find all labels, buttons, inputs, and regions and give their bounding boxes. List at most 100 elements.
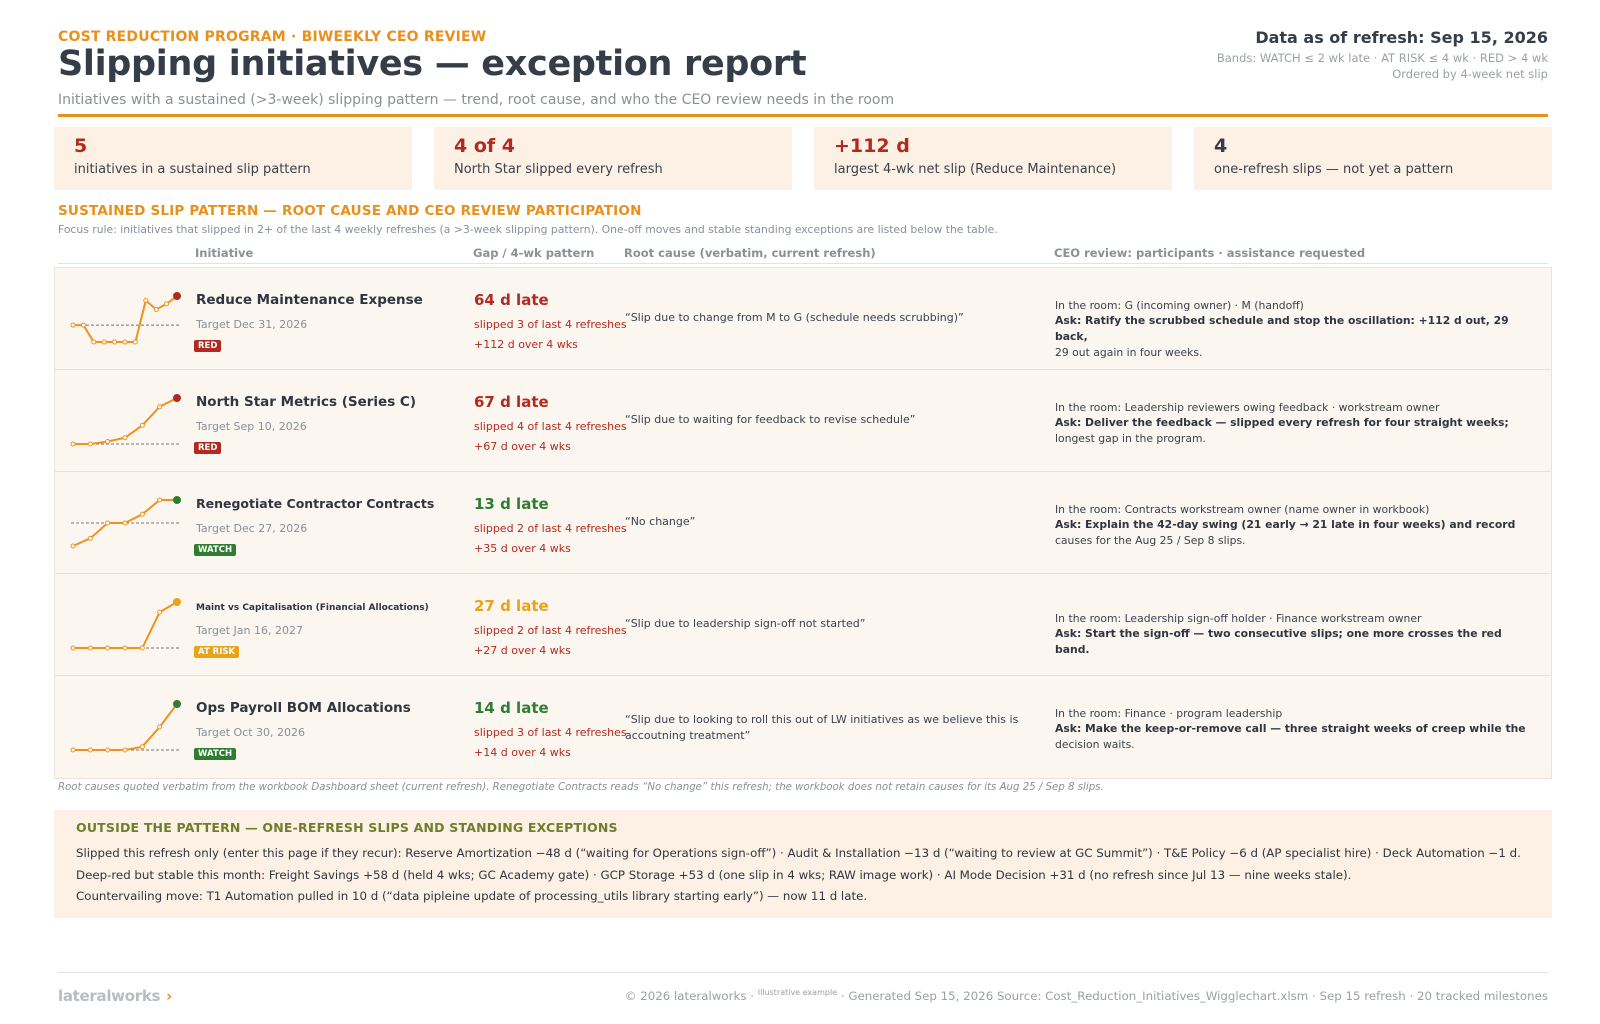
outside-line-one-refresh: Slipped this refresh only (enter this pa… xyxy=(76,846,1521,860)
current-point xyxy=(173,700,181,708)
status-badge: RED xyxy=(194,442,222,454)
trend-point xyxy=(87,747,93,753)
table-footnote: Root causes quoted verbatim from the wor… xyxy=(58,782,1104,793)
slip-count: slipped 2 of last 4 refreshes xyxy=(474,624,627,637)
net-slip: +35 d over 4 wks xyxy=(474,542,571,555)
table-row: Renegotiate Contractor Contracts Target … xyxy=(55,472,1551,574)
status-badge: RED xyxy=(194,340,222,352)
gap-value: 67 d late xyxy=(474,393,549,411)
kpi-label: one-refresh slips — not yet a pattern xyxy=(1214,162,1454,177)
kpi-value: 4 of 4 xyxy=(454,135,515,157)
trend-point xyxy=(122,520,128,526)
net-slip: +67 d over 4 wks xyxy=(474,440,571,453)
initiative-name: North Star Metrics (Series C) xyxy=(196,394,417,410)
generated-source: · Generated Sep 15, 2026 Source: Cost_Re… xyxy=(840,988,1548,1003)
illustrative-label: Illustrative example xyxy=(757,988,838,997)
trend-point xyxy=(122,747,128,753)
logo-text: lateralworks xyxy=(58,987,161,1005)
trend-point xyxy=(139,744,145,750)
gap-value: 27 d late xyxy=(474,597,549,615)
slip-count: slipped 4 of last 4 refreshes xyxy=(474,420,627,433)
initiative-name: Reduce Maintenance Expense xyxy=(196,292,423,308)
column-header-divider xyxy=(58,263,1548,264)
initiative-name: Maint vs Capitalisation (Financial Alloc… xyxy=(196,603,429,613)
table-row: North Star Metrics (Series C) Target Sep… xyxy=(55,370,1551,472)
ask-emphasis: Ask: Explain the 42-day swing (21 early … xyxy=(1055,518,1516,531)
gap-value: 14 d late xyxy=(474,699,549,717)
column-header-ceo: CEO review: participants · assistance re… xyxy=(1054,246,1366,260)
target-date: Target Dec 27, 2026 xyxy=(196,522,308,535)
trend-point xyxy=(157,404,163,410)
trend-sparkline xyxy=(70,598,181,651)
trend-line xyxy=(73,601,178,649)
footer-divider xyxy=(58,972,1548,973)
refresh-date: Data as of refresh: Sep 15, 2026 xyxy=(1255,28,1548,47)
root-cause: “Slip due to waiting for feedback to rev… xyxy=(625,413,916,426)
trend-point xyxy=(143,297,149,303)
trend-point xyxy=(70,543,76,549)
trend-point xyxy=(139,422,145,428)
ask-continuation: 29 out again in four weeks. xyxy=(1055,346,1203,359)
ask-emphasis: Ask: Deliver the feedback — slipped ever… xyxy=(1055,416,1509,429)
trend-point xyxy=(87,535,93,541)
page-title: Slipping initiatives — exception report xyxy=(58,44,807,84)
kpi-value: 4 xyxy=(1214,135,1228,157)
ceo-participants: In the room: Leadership reviewers owing … xyxy=(1055,401,1440,414)
ceo-participants: In the room: Leadership sign-off holder … xyxy=(1055,612,1422,625)
initiative-name: Renegotiate Contractor Contracts xyxy=(196,496,435,511)
trend-point xyxy=(122,435,128,441)
column-header-cause: Root cause (verbatim, current refresh) xyxy=(624,246,876,260)
trend-point xyxy=(80,322,86,328)
trend-line xyxy=(73,295,178,343)
trend-point xyxy=(122,339,128,345)
trend-point xyxy=(91,339,97,345)
ask-emphasis: Ask: Make the keep-or-remove call — thre… xyxy=(1055,722,1526,735)
trend-point xyxy=(105,645,111,651)
kpi-card-largest-slip: +112 d largest 4-wk net slip (Reduce Mai… xyxy=(814,127,1172,190)
status-badge: WATCH xyxy=(194,748,237,760)
net-slip: +27 d over 4 wks xyxy=(474,644,571,657)
net-slip: +112 d over 4 wks xyxy=(474,338,578,351)
current-point xyxy=(173,394,181,402)
table-row: Maint vs Capitalisation (Financial Alloc… xyxy=(55,574,1551,676)
current-point xyxy=(173,292,181,300)
trend-sparkline xyxy=(70,394,181,447)
current-point xyxy=(173,598,181,606)
trend-point xyxy=(122,645,128,651)
target-date: Target Sep 10, 2026 xyxy=(196,420,307,433)
ceo-ask: Ask: Explain the 42-day swing (21 early … xyxy=(1055,517,1535,549)
trend-sparkline xyxy=(70,700,181,753)
trend-point xyxy=(70,441,76,447)
outside-line-countervailing: Countervailing move: T1 Automation pulle… xyxy=(76,889,868,903)
trend-point xyxy=(157,497,163,503)
ceo-ask: Ask: Make the keep-or-remove call — thre… xyxy=(1055,721,1535,753)
header-divider xyxy=(58,114,1548,117)
target-date: Target Jan 16, 2027 xyxy=(196,624,303,637)
root-cause: “No change” xyxy=(625,515,696,528)
trend-point xyxy=(157,724,163,730)
ask-continuation: decision waits. xyxy=(1055,738,1135,751)
footer-source: © 2026 lateralworks · Illustrative examp… xyxy=(625,988,1548,1003)
trend-point xyxy=(164,301,170,307)
sort-note: Ordered by 4-week net slip xyxy=(1392,67,1548,81)
page-subtitle: Initiatives with a sustained (>3-week) s… xyxy=(58,92,895,108)
kpi-label: initiatives in a sustained slip pattern xyxy=(74,162,311,177)
slip-count: slipped 3 of last 4 refreshes xyxy=(474,318,627,331)
table-row: Ops Payroll BOM Allocations Target Oct 3… xyxy=(55,676,1551,778)
root-cause: “Slip due to looking to roll this out of… xyxy=(625,713,1019,742)
trend-point xyxy=(157,609,163,615)
ask-continuation: causes for the Aug 25 / Sep 8 slips. xyxy=(1055,534,1246,547)
trend-point xyxy=(139,645,145,651)
ceo-participants: In the room: Contracts workstream owner … xyxy=(1055,503,1430,516)
status-badge: WATCH xyxy=(194,544,237,556)
trend-point xyxy=(132,339,138,345)
ceo-participants: In the room: Finance · program leadershi… xyxy=(1055,707,1283,720)
kpi-value: 5 xyxy=(74,135,88,157)
trend-point xyxy=(112,339,118,345)
gap-value: 13 d late xyxy=(474,495,549,513)
trend-point xyxy=(70,747,76,753)
ceo-ask: Ask: Start the sign-off — two consecutiv… xyxy=(1055,626,1535,658)
outside-pattern-panel: OUTSIDE THE PATTERN — ONE-REFRESH SLIPS … xyxy=(54,810,1552,918)
brand-logo: lateralworks › xyxy=(58,987,172,1005)
trend-point xyxy=(105,439,111,445)
